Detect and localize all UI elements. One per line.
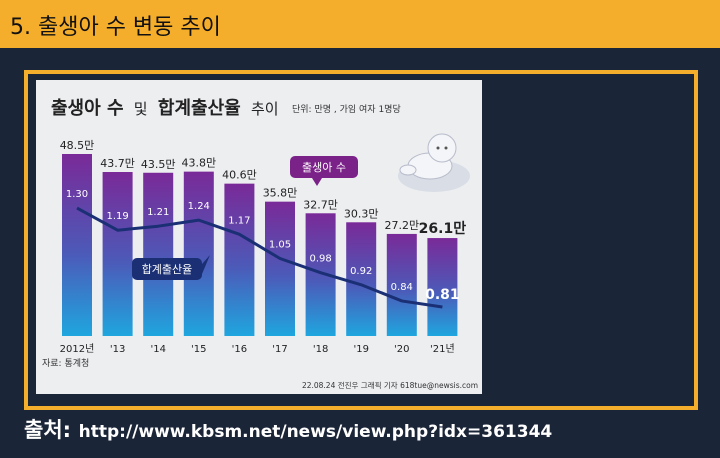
title-births: 출생아 수 [51,98,124,119]
source-link[interactable]: http://www.kbsm.net/news/view.php?idx=36… [78,422,553,442]
bar [102,172,133,336]
bar-value-label: 32.7만 [303,198,338,211]
fertility-callout: 합계출산율 [132,255,210,280]
source-line: 출처: http://www.kbsm.net/news/view.php?id… [24,414,552,444]
source-note: 자료: 통계청 [42,357,89,369]
fertility-line [76,206,443,309]
bar-value-label: 27.2만 [384,219,419,232]
line-value-label: 0.92 [350,266,372,277]
line-value-label: 1.21 [147,207,169,218]
line-value-label: 1.30 [66,189,88,200]
bar [183,171,214,336]
credit-note: 22.08.24 전진우 그래픽 기자 618tue@newsis.com [302,380,478,390]
line-value-label: 1.19 [106,211,128,222]
bar-value-label: 40.6만 [222,169,257,182]
baby-illustration [398,133,470,192]
title-trend: 추이 [251,100,279,118]
bar-value-label: 30.3만 [344,207,379,220]
line-value-label: 0.81 [425,287,460,303]
bar [427,238,458,336]
bar [265,201,295,336]
chart-svg: 출생아 수 및 합계출산율 추이 단위: 만명 , 가임 여자 1명당 출생아 … [42,97,478,390]
bar-value-label: 48.5만 [60,139,95,152]
bar-value-label: 43.5만 [141,158,176,171]
x-tick-label: 2012년 [60,343,95,355]
x-tick-label: '21년 [430,343,455,355]
bar-value-label: 43.7만 [100,157,135,170]
births-callout: 출생아 수 [290,156,358,186]
bar [386,233,417,336]
x-tick-label: '17 [272,344,287,355]
x-tick-label: '13 [110,344,125,355]
source-label: 출처: [24,418,72,442]
births-callout-label: 출생아 수 [302,161,346,174]
x-tick-label: '19 [353,344,368,355]
x-tick-label: '15 [191,344,206,355]
bar-value-label: 26.1만 [419,221,467,237]
bar [62,154,92,336]
line-value-label: 0.84 [391,282,413,293]
bar [224,183,255,336]
title-and: 및 [134,100,148,118]
line-value-label: 1.24 [188,201,210,212]
bar-value-label: 43.8만 [181,157,216,170]
fertility-callout-label: 합계출산율 [142,263,193,276]
bar [143,172,174,336]
x-tick-label: '18 [313,344,328,355]
line-value-label: 1.05 [269,240,291,251]
chart-title: 출생아 수 및 합계출산율 추이 단위: 만명 , 가임 여자 1명당 [51,97,401,119]
bar [346,222,377,336]
page-title: 5. 출생아 수 변동 추이 [10,15,221,40]
x-tick-label: '14 [150,344,165,355]
unit-note: 단위: 만명 , 가임 여자 1명당 [292,103,401,115]
chart-panel: 출생아 수 및 합계출산율 추이 단위: 만명 , 가임 여자 1명당 출생아 … [36,80,482,394]
x-tick-label: '16 [232,344,247,355]
header-bar: 5. 출생아 수 변동 추이 [0,0,720,48]
line-value-label: 0.98 [309,254,331,265]
title-fertility: 합계출산율 [158,97,241,119]
line-value-label: 1.17 [228,215,250,226]
bar-value-label: 35.8만 [263,187,298,200]
svg-text:출생아 수 및 합계출산율: 출생아 수 및 합계출산율 추이 [51,97,279,119]
x-tick-label: '20 [394,344,409,355]
